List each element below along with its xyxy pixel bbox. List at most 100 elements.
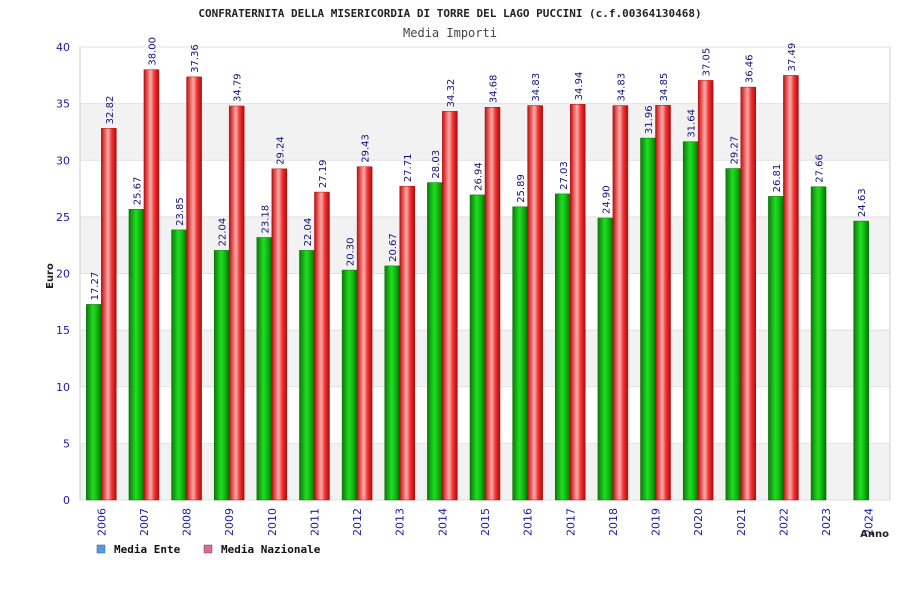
bar-media-ente-2016 — [512, 206, 528, 501]
x-tick-2015: 2015 — [479, 508, 492, 536]
y-tick-label: 0 — [63, 494, 70, 507]
legend-swatch-media-nazionale — [203, 544, 213, 554]
label-media-nazionale-2019: 34.85 — [659, 73, 670, 102]
x-tick-2011: 2011 — [308, 508, 321, 536]
bar-media-nazionale-2012 — [356, 166, 373, 501]
chart-subtitle: Media Importi — [403, 26, 497, 40]
bar-media-ente-2013 — [384, 265, 400, 501]
bar-media-nazionale-2019 — [655, 105, 671, 501]
label-media-nazionale-2009: 34.79 — [233, 73, 244, 102]
label-media-ente-2006: 17.27 — [90, 272, 101, 301]
x-axis-label: Anno — [860, 529, 889, 540]
bar-media-ente-2024 — [853, 220, 869, 501]
label-media-ente-2021: 29.27 — [729, 136, 740, 165]
x-tick-2020: 2020 — [692, 508, 705, 536]
label-media-nazionale-2014: 34.32 — [446, 79, 457, 108]
bar-media-nazionale-2017 — [570, 104, 586, 501]
bars — [86, 69, 869, 501]
label-media-nazionale-2006: 32.82 — [105, 96, 116, 125]
label-media-nazionale-2020: 37.05 — [702, 48, 713, 77]
label-media-nazionale-2015: 34.68 — [489, 75, 500, 104]
label-media-ente-2015: 26.94 — [474, 162, 485, 191]
label-media-ente-2013: 20.67 — [388, 233, 399, 262]
label-media-nazionale-2021: 36.46 — [744, 54, 755, 83]
bar-media-ente-2012 — [341, 269, 358, 501]
label-media-ente-2008: 23.85 — [175, 197, 186, 226]
x-axis-ticks: 2006 2007 2008 2009 2010 2011 2012 2013 2014 2015… — [95, 508, 875, 536]
label-media-ente-2020: 31.64 — [687, 109, 698, 138]
bar-media-ente-2018 — [597, 217, 614, 501]
label-media-ente-2018: 24.90 — [601, 185, 612, 214]
bar-media-ente-2008 — [171, 229, 187, 501]
bar-media-ente-2007 — [128, 209, 145, 501]
label-media-nazionale-2022: 37.49 — [787, 43, 798, 72]
label-media-nazionale-2011: 27.19 — [318, 159, 329, 188]
bar-media-nazionale-2022 — [783, 75, 799, 501]
label-media-ente-2022: 26.81 — [772, 164, 783, 193]
x-tick-2008: 2008 — [181, 508, 194, 536]
bar-media-nazionale-2006 — [101, 128, 117, 501]
x-tick-2013: 2013 — [394, 508, 407, 536]
bar-media-ente-2017 — [555, 193, 571, 501]
x-tick-2010: 2010 — [266, 508, 279, 536]
y-tick-label: 30 — [56, 154, 70, 167]
y-axis-label: Euro — [45, 263, 56, 289]
bar-media-ente-2014 — [427, 182, 443, 501]
bar-media-nazionale-2007 — [143, 69, 160, 501]
x-tick-2012: 2012 — [351, 508, 364, 536]
x-tick-2021: 2021 — [735, 508, 748, 536]
label-media-ente-2009: 22.04 — [218, 218, 229, 247]
bar-media-ente-2023 — [810, 186, 827, 501]
label-media-nazionale-2007: 38.00 — [147, 37, 158, 66]
label-media-nazionale-2013: 27.71 — [403, 154, 414, 183]
label-media-ente-2014: 28.03 — [431, 150, 442, 179]
bar-media-nazionale-2018 — [612, 105, 629, 501]
x-tick-2016: 2016 — [522, 508, 535, 536]
label-media-ente-2019: 31.96 — [644, 105, 655, 134]
label-media-ente-2016: 25.89 — [516, 174, 527, 203]
y-tick-label: 20 — [56, 268, 70, 281]
bar-media-ente-2009 — [213, 250, 230, 501]
y-tick-label: 10 — [56, 381, 70, 394]
chart-title: CONFRATERNITA DELLA MISERICORDIA DI TORR… — [198, 7, 701, 20]
bar-media-ente-2022 — [768, 196, 784, 501]
label-media-ente-2012: 20.30 — [346, 237, 357, 266]
bar-media-ente-2021 — [725, 168, 742, 501]
x-tick-2006: 2006 — [95, 508, 108, 536]
x-tick-2009: 2009 — [223, 508, 236, 536]
bar-media-nazionale-2020 — [697, 80, 714, 501]
bar-media-nazionale-2009 — [228, 105, 245, 501]
legend-swatch-media-ente — [96, 544, 106, 554]
label-media-ente-2024: 24.63 — [857, 188, 868, 217]
y-tick-label: 40 — [56, 41, 70, 54]
x-tick-2018: 2018 — [607, 508, 620, 536]
bar-media-nazionale-2011 — [314, 191, 330, 501]
label-media-ente-2007: 25.67 — [132, 177, 143, 206]
bar-media-nazionale-2013 — [399, 185, 415, 501]
y-tick-label: 5 — [63, 437, 70, 450]
label-media-nazionale-2017: 34.94 — [574, 72, 585, 101]
bar-media-nazionale-2016 — [527, 105, 543, 501]
legend-label-media-nazionale: Media Nazionale — [221, 543, 321, 556]
label-media-ente-2010: 23.18 — [260, 205, 271, 234]
label-media-nazionale-2012: 29.43 — [361, 134, 372, 163]
x-tick-2024: 2024 — [863, 508, 876, 536]
x-tick-2023: 2023 — [820, 508, 833, 536]
bar-media-ente-2011 — [299, 250, 315, 501]
bar-media-ente-2010 — [256, 237, 273, 501]
label-media-ente-2017: 27.03 — [559, 161, 570, 190]
y-tick-label: 35 — [56, 98, 70, 111]
x-tick-2019: 2019 — [650, 508, 663, 536]
bar-media-ente-2020 — [682, 141, 699, 501]
y-tick-label: 15 — [56, 324, 70, 337]
legend-label-media-ente: Media Ente — [114, 543, 181, 556]
bar-media-nazionale-2015 — [484, 106, 501, 501]
data-labels: 17.27 32.82 25.67 38.00 23.85 37.36 22.04 34.79… — [90, 37, 868, 300]
y-tick-label: 25 — [56, 211, 70, 224]
bar-media-ente-2019 — [640, 137, 656, 501]
label-media-ente-2011: 22.04 — [303, 218, 314, 247]
x-tick-2022: 2022 — [777, 508, 790, 536]
label-media-nazionale-2008: 37.36 — [190, 44, 201, 73]
bar-media-ente-2006 — [86, 304, 102, 501]
